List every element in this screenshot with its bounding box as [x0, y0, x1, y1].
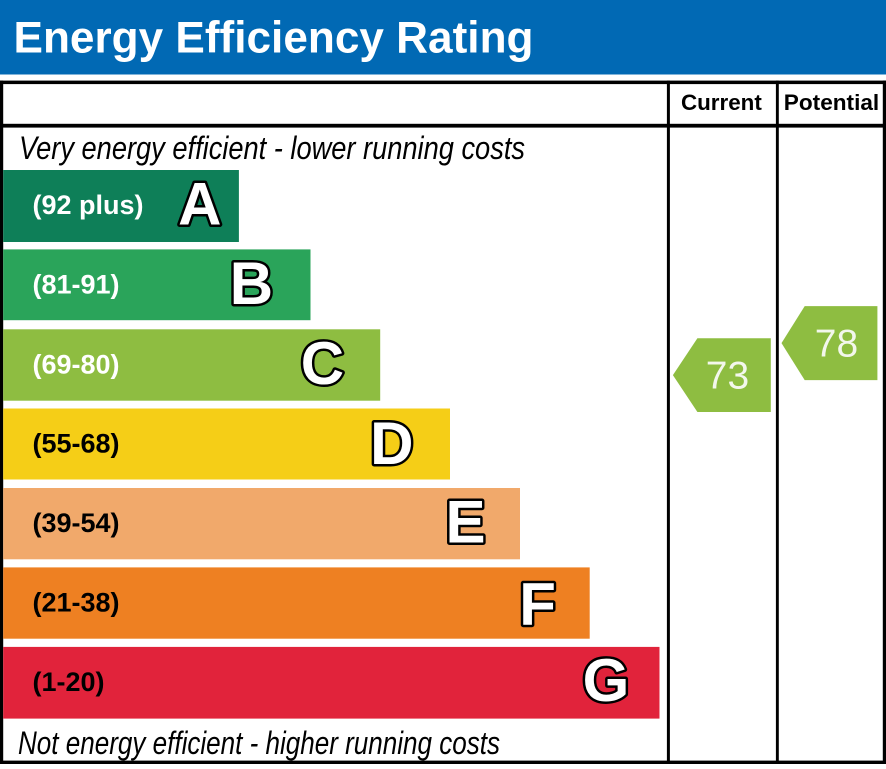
svg-text:(81-91): (81-91) [33, 269, 120, 299]
svg-text:(1-20): (1-20) [33, 667, 105, 697]
svg-text:G: G [583, 647, 630, 714]
svg-text:E: E [445, 489, 485, 556]
svg-text:Potential: Potential [784, 90, 879, 115]
svg-text:F: F [519, 570, 556, 637]
svg-text:(39-54): (39-54) [33, 508, 120, 538]
svg-text:Energy Efficiency Rating: Energy Efficiency Rating [14, 13, 534, 62]
svg-text:(69-80): (69-80) [33, 349, 120, 379]
svg-text:73: 73 [706, 355, 749, 398]
svg-text:(21-38): (21-38) [33, 587, 120, 617]
svg-text:C: C [301, 330, 344, 397]
svg-text:(92 plus): (92 plus) [33, 190, 144, 220]
svg-text:Very energy efficient - lower: Very energy efficient - lower running co… [19, 130, 525, 166]
svg-text:(55-68): (55-68) [33, 429, 120, 459]
svg-text:D: D [370, 410, 413, 477]
svg-text:Current: Current [681, 90, 762, 115]
svg-text:Not energy efficient - higher: Not energy efficient - higher running co… [18, 725, 500, 761]
svg-text:B: B [230, 250, 273, 317]
svg-text:78: 78 [815, 323, 858, 366]
svg-text:A: A [178, 171, 221, 238]
